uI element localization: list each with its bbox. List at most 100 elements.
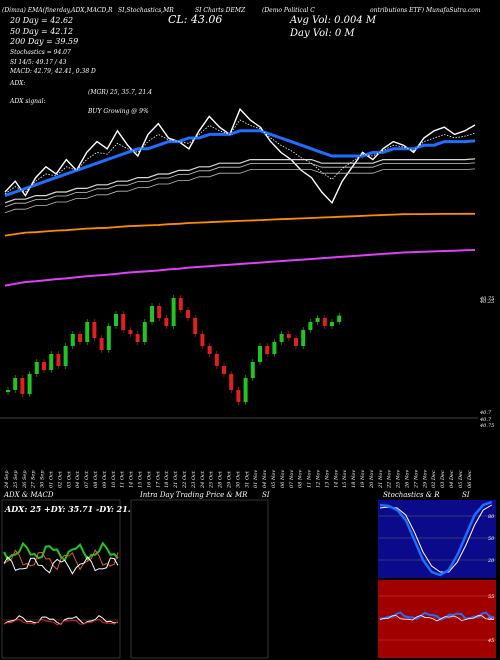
- stat-5: MACD: 42.79, 42.41, 0.38 D: [9, 68, 96, 75]
- date-label: 07 Nov: [289, 470, 295, 488]
- candle: [207, 346, 212, 354]
- candle: [20, 378, 25, 394]
- date-label: 16 Oct: [146, 470, 152, 488]
- date-label: 15 Oct: [138, 470, 144, 488]
- day-volume: Day Vol: 0 M: [289, 28, 355, 39]
- stat-2: 200 Day = 39.59: [9, 37, 78, 46]
- date-label: 21 Nov: [378, 470, 384, 489]
- candle: [330, 322, 334, 326]
- candle: [92, 322, 97, 338]
- stoch-level-label: 20: [487, 558, 495, 564]
- date-label: 02 Dec: [431, 470, 437, 488]
- envelope-line: [4, 168, 476, 214]
- candle: [128, 330, 133, 334]
- candle: [85, 322, 90, 342]
- macd-line: [3, 615, 119, 625]
- date-label: 27 Sep: [31, 470, 37, 489]
- price-label-3: 40.7: [479, 410, 492, 416]
- stat-6: ADX:: [9, 80, 25, 87]
- candle: [56, 354, 61, 366]
- candle: [243, 378, 248, 402]
- date-label: 05 Dec: [458, 470, 464, 488]
- date-label: 18 Nov: [351, 470, 357, 488]
- series-2-line: [4, 158, 476, 204]
- rsi-panel: [378, 580, 496, 658]
- candle: [236, 390, 241, 402]
- price-label-5: 40.75: [479, 423, 494, 429]
- date-label: 05 Nov: [271, 470, 277, 488]
- date-label: 07 Oct: [84, 470, 90, 488]
- candle: [279, 334, 284, 342]
- date-label: 11 Oct: [120, 470, 126, 488]
- rsi-level-label: 45: [487, 638, 494, 644]
- date-label: 03 Oct: [66, 470, 72, 488]
- stat-7: (MGR) 25, 35.7, 21.4: [88, 89, 152, 96]
- candle: [258, 346, 262, 362]
- date-label: 21 Oct: [173, 470, 179, 489]
- candle: [157, 306, 162, 318]
- candle: [114, 314, 118, 326]
- stat-1: 50 Day = 42.12: [10, 27, 73, 36]
- candle: [214, 354, 219, 366]
- adx-plus-line: [3, 541, 119, 562]
- candle: [308, 322, 313, 330]
- adx-minus-line: [3, 549, 119, 571]
- avg-volume: Avg Vol: 0.004 M: [289, 15, 377, 26]
- candle: [178, 298, 183, 310]
- date-label: 06 Nov: [280, 470, 286, 488]
- date-label: 25 Sep: [13, 470, 19, 489]
- series-0-line: [4, 107, 476, 205]
- stoch-panel-title: Stochastics & R: [383, 491, 440, 499]
- candle: [337, 315, 342, 322]
- date-label: 09 Oct: [102, 470, 108, 488]
- stat-8: ADX signal:: [9, 98, 46, 105]
- series-1-line: [4, 129, 476, 198]
- date-label: 22 Nov: [387, 470, 393, 489]
- date-label: 19 Nov: [360, 470, 366, 488]
- candle: [265, 346, 270, 354]
- candle: [315, 318, 320, 322]
- date-label: 02 Oct: [57, 470, 63, 488]
- date-label: 29 Oct: [227, 470, 233, 489]
- header-name: (Demo Political C: [262, 7, 315, 14]
- date-label: 12 Nov: [316, 470, 322, 488]
- candle: [13, 378, 18, 390]
- candle: [49, 354, 54, 370]
- date-label: 25 Oct: [209, 470, 215, 489]
- date-label: 30 Oct: [235, 470, 241, 488]
- stat-9: BUY Growing @ 9%: [87, 108, 149, 115]
- candle: [171, 298, 176, 326]
- date-label: 28 Oct: [218, 470, 224, 489]
- date-label: 25 Nov: [396, 470, 402, 489]
- candle: [106, 326, 111, 350]
- date-label: 08 Nov: [298, 470, 304, 488]
- date-label: 18 Oct: [164, 470, 170, 488]
- candle: [322, 318, 327, 326]
- price-lines: [4, 107, 476, 287]
- candle: [301, 330, 306, 346]
- header-chart-title: SI Charts DEMZ: [195, 7, 246, 14]
- date-label: 20 Nov: [369, 470, 375, 489]
- rsi-line: [379, 611, 495, 621]
- candle: [63, 346, 68, 366]
- candle: [229, 374, 234, 390]
- adx-line: [3, 556, 119, 575]
- date-label: 31 Oct: [244, 470, 250, 488]
- date-label: 14 Oct: [129, 470, 135, 488]
- candles: [6, 295, 342, 405]
- candle: [42, 362, 46, 370]
- stoch-level-label: 50: [488, 536, 495, 542]
- date-label: 01 Oct: [49, 470, 55, 488]
- date-label: 04 Nov: [262, 470, 268, 488]
- adx-panel-title: ADX & MACD: [3, 491, 54, 499]
- candle: [186, 310, 190, 318]
- stoch-level-label: 80: [488, 514, 495, 520]
- date-label: 27 Nov: [413, 470, 419, 489]
- candle: [99, 338, 104, 350]
- candle: [6, 390, 10, 392]
- date-label: 10 Oct: [111, 470, 117, 488]
- date-label: 29 Nov: [422, 470, 428, 489]
- mrsi-line: [379, 614, 495, 622]
